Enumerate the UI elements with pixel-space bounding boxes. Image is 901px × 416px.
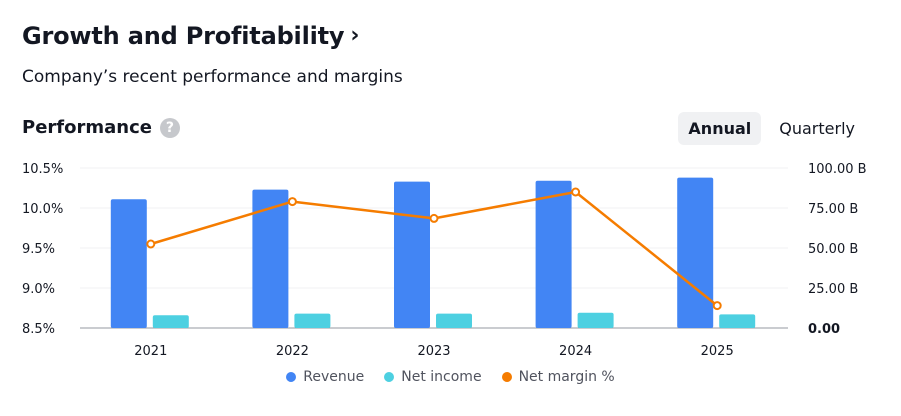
y-left-tick-label: 10.5%	[22, 162, 63, 177]
performance-title: Performance	[22, 117, 152, 138]
legend-dot-icon	[501, 372, 512, 382]
chart-legend: Revenue Net income Net margin %	[0, 369, 901, 385]
net-margin-point	[429, 213, 439, 223]
legend-label: Revenue	[303, 369, 365, 385]
x-tick-label: 2022	[276, 344, 309, 359]
net-margin-point	[146, 239, 156, 249]
revenue-bar	[677, 177, 714, 328]
legend-item[interactable]: Net income	[384, 369, 482, 385]
revenue-bar	[110, 199, 147, 328]
y-left-tick-label: 9.5%	[22, 242, 55, 257]
chevron-right-icon: ›	[350, 23, 360, 48]
net-income-bar	[577, 312, 614, 328]
x-tick-label: 2021	[134, 344, 167, 359]
net-margin-point	[712, 301, 722, 311]
period-toggle: Annual Quarterly	[678, 112, 865, 145]
legend-item[interactable]: Net margin %	[501, 369, 615, 385]
net-income-bar	[719, 314, 756, 328]
legend-label: Net income	[401, 369, 482, 385]
legend-item[interactable]: Revenue	[286, 369, 364, 385]
y-right-tick-label: 25.00 B	[808, 282, 858, 297]
y-left-tick-label: 8.5%	[22, 322, 55, 337]
section-title-link[interactable]: Growth and Profitability ›	[22, 22, 359, 50]
annual-button[interactable]: Annual	[678, 112, 762, 145]
legend-dot-icon	[384, 372, 395, 382]
legend-dot-icon	[286, 372, 297, 382]
section-subtitle: Company’s recent performance and margins	[22, 67, 403, 87]
y-left-tick-label: 10.0%	[22, 202, 63, 217]
net-margin-point	[287, 197, 297, 207]
legend-label: Net margin %	[518, 369, 615, 385]
net-income-bar	[436, 313, 472, 328]
net-income-bar	[152, 315, 189, 328]
help-icon[interactable]: ?	[159, 117, 180, 138]
y-left-tick-label: 9.0%	[22, 282, 55, 297]
revenue-bar	[394, 181, 430, 328]
y-right-tick-label: 0.00	[808, 322, 840, 337]
net-margin-point	[571, 187, 581, 197]
y-right-tick-label: 75.00 B	[808, 202, 858, 217]
y-right-tick-label: 50.00 B	[808, 242, 858, 257]
revenue-bar	[535, 180, 572, 328]
y-right-tick-label: 100.00 B	[808, 162, 867, 177]
section-title: Growth and Profitability	[22, 22, 345, 50]
x-tick-label: 2025	[701, 344, 734, 359]
quarterly-button[interactable]: Quarterly	[769, 112, 865, 145]
x-tick-label: 2023	[417, 344, 450, 359]
x-tick-label: 2024	[559, 344, 592, 359]
revenue-bar	[252, 189, 289, 328]
net-margin-line	[150, 190, 718, 307]
net-income-bar	[294, 313, 331, 328]
